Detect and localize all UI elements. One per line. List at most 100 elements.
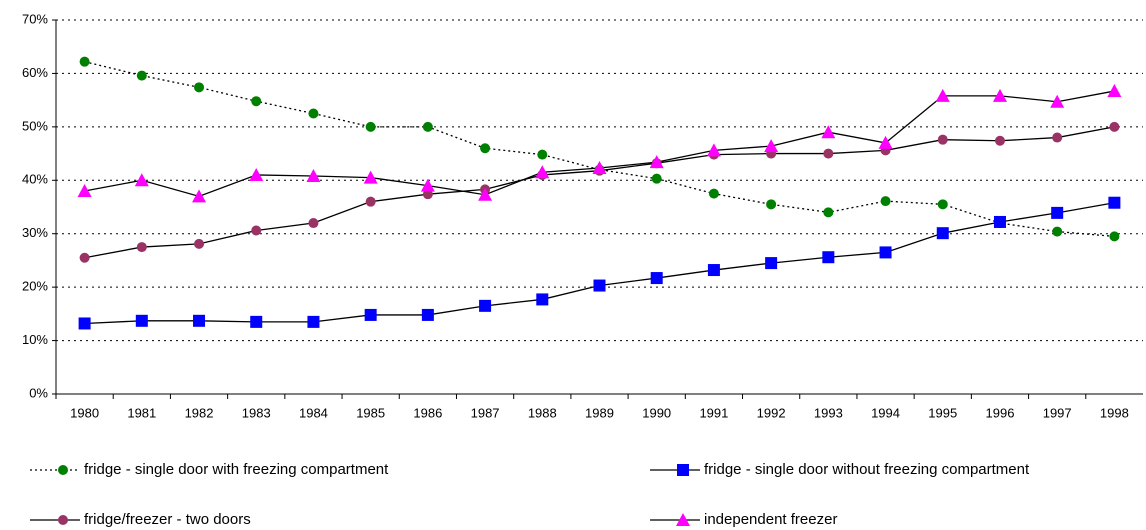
- marker: [822, 251, 835, 264]
- marker: [136, 70, 147, 81]
- marker: [78, 317, 91, 330]
- marker: [937, 134, 948, 145]
- x-tick-label: 1997: [1043, 405, 1072, 420]
- marker: [880, 196, 891, 207]
- x-tick-label: 1995: [928, 405, 957, 420]
- marker: [250, 315, 263, 328]
- marker: [363, 170, 378, 184]
- x-tick-label: 1986: [413, 405, 442, 420]
- marker: [422, 189, 433, 200]
- marker: [994, 135, 1005, 146]
- marker: [821, 125, 836, 139]
- marker: [365, 196, 376, 207]
- marker: [422, 121, 433, 132]
- marker: [823, 207, 834, 218]
- marker: [58, 515, 68, 525]
- marker: [1052, 226, 1063, 237]
- marker: [766, 199, 777, 210]
- marker: [306, 169, 321, 183]
- series-line: [84, 61, 1115, 238]
- marker: [1109, 231, 1120, 242]
- marker: [706, 143, 721, 157]
- y-tick-label: 10%: [22, 332, 48, 347]
- marker: [535, 165, 550, 179]
- y-tick-label: 20%: [22, 279, 48, 294]
- x-tick-label: 1982: [185, 405, 214, 420]
- x-tick-label: 1984: [299, 405, 328, 420]
- x-tick-label: 1996: [986, 405, 1015, 420]
- marker: [193, 314, 206, 327]
- y-tick-label: 70%: [22, 11, 48, 26]
- x-tick-label: 1989: [585, 405, 614, 420]
- y-tick-label: 60%: [22, 65, 48, 80]
- marker: [649, 155, 664, 169]
- marker: [77, 183, 92, 197]
- marker: [307, 315, 320, 328]
- y-tick-label: 50%: [22, 118, 48, 133]
- marker: [249, 167, 264, 181]
- marker: [537, 149, 548, 160]
- x-tick-label: 1994: [871, 405, 900, 420]
- x-tick-label: 1993: [814, 405, 843, 420]
- marker: [878, 135, 893, 149]
- marker: [135, 314, 148, 327]
- legend-text: fridge/freezer - two doors: [84, 511, 251, 528]
- marker: [708, 188, 719, 199]
- marker: [1051, 206, 1064, 219]
- marker: [992, 88, 1007, 102]
- marker: [1108, 196, 1121, 209]
- marker: [879, 246, 892, 259]
- marker: [194, 82, 205, 93]
- x-tick-label: 1988: [528, 405, 557, 420]
- marker: [593, 279, 606, 292]
- marker: [707, 264, 720, 277]
- legend-text: fridge - single door without freezing co…: [704, 461, 1030, 478]
- marker: [1050, 94, 1065, 108]
- x-tick-label: 1983: [242, 405, 271, 420]
- marker: [993, 215, 1006, 228]
- marker: [194, 238, 205, 249]
- marker: [79, 56, 90, 67]
- marker: [592, 160, 607, 174]
- marker: [192, 189, 207, 203]
- marker: [479, 299, 492, 312]
- x-tick-label: 1981: [127, 405, 156, 420]
- marker: [677, 464, 689, 476]
- y-tick-label: 30%: [22, 225, 48, 240]
- x-tick-label: 1980: [70, 405, 99, 420]
- marker: [935, 88, 950, 102]
- marker: [421, 308, 434, 321]
- marker: [478, 187, 493, 201]
- y-tick-label: 40%: [22, 172, 48, 187]
- marker: [650, 272, 663, 285]
- x-tick-label: 1987: [471, 405, 500, 420]
- marker: [79, 252, 90, 263]
- marker: [823, 148, 834, 159]
- marker: [480, 143, 491, 154]
- x-tick-label: 1985: [356, 405, 385, 420]
- marker: [365, 121, 376, 132]
- marker: [937, 199, 948, 210]
- y-tick-label: 0%: [29, 385, 48, 400]
- marker: [1052, 132, 1063, 143]
- marker: [308, 108, 319, 119]
- marker: [251, 225, 262, 236]
- marker: [1107, 84, 1122, 98]
- marker: [651, 173, 662, 184]
- marker: [364, 308, 377, 321]
- legend-text: independent freezer: [704, 511, 837, 528]
- marker: [536, 293, 549, 306]
- marker: [308, 218, 319, 229]
- series-line: [84, 202, 1115, 325]
- marker: [936, 227, 949, 240]
- marker: [420, 178, 435, 192]
- series-line: [84, 90, 1115, 197]
- marker: [134, 173, 149, 187]
- marker: [251, 96, 262, 107]
- marker: [765, 257, 778, 270]
- x-tick-label: 1992: [757, 405, 786, 420]
- marker: [764, 139, 779, 153]
- x-tick-label: 1991: [699, 405, 728, 420]
- marker: [1109, 121, 1120, 132]
